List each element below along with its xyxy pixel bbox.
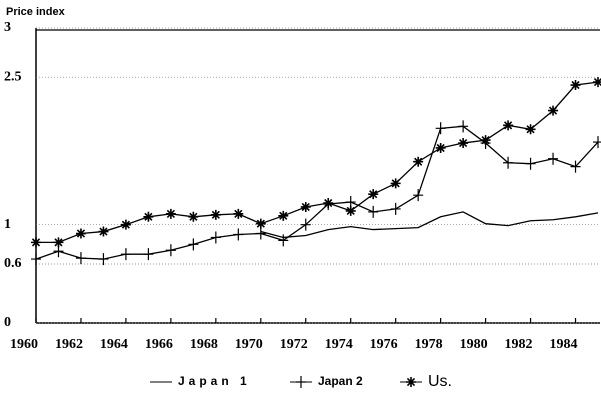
marker (458, 120, 469, 133)
marker (31, 237, 41, 248)
marker (548, 105, 559, 116)
marker (98, 226, 109, 237)
marker (278, 234, 289, 247)
marker (503, 156, 514, 169)
marker (570, 80, 581, 91)
x-tick-label: 1972 (280, 337, 308, 352)
marker (368, 189, 379, 200)
marker (503, 120, 514, 131)
marker (188, 211, 199, 222)
marker (525, 124, 536, 135)
y-tick-label: 0 (4, 315, 11, 330)
marker (300, 201, 311, 212)
marker (413, 156, 424, 167)
marker (525, 157, 536, 170)
marker (390, 178, 401, 189)
marker (255, 227, 266, 240)
marker (323, 198, 334, 209)
marker (548, 152, 559, 165)
series-line (36, 81, 599, 244)
marker (143, 248, 154, 261)
marker (75, 228, 86, 239)
marker (233, 228, 244, 241)
x-tick-label: 1960 (10, 337, 38, 352)
marker (210, 231, 221, 244)
series-line (260, 211, 599, 239)
y-tick-label: 1 (4, 217, 11, 232)
marker (390, 202, 401, 215)
legend-marker (406, 377, 416, 387)
marker (255, 218, 266, 229)
x-tick-label: 1962 (55, 337, 83, 352)
marker (165, 208, 176, 219)
legend-label: Us. (428, 373, 452, 390)
marker (593, 136, 601, 149)
x-tick-label: 1968 (190, 337, 218, 352)
marker (435, 122, 446, 135)
marker (345, 205, 356, 216)
marker (435, 142, 446, 153)
marker (75, 252, 86, 265)
x-tick-label: 1978 (415, 337, 443, 352)
marker (210, 209, 221, 220)
marker (120, 248, 131, 261)
marker (278, 210, 289, 221)
marker (368, 205, 379, 218)
marker (233, 208, 244, 219)
marker (188, 238, 199, 251)
marker (53, 237, 64, 248)
legend-marker (296, 376, 306, 388)
marker (593, 77, 601, 88)
legend-label: Japan 1 (178, 374, 251, 388)
marker (120, 219, 131, 230)
y-tick-label: 0.6 (4, 256, 22, 271)
marker (413, 189, 424, 202)
y-axis-label: Price index (6, 6, 66, 18)
marker (143, 211, 154, 222)
x-tick-label: 1970 (235, 337, 263, 352)
marker (98, 253, 109, 266)
x-tick-label: 1984 (550, 337, 578, 352)
marker (31, 253, 41, 266)
legend-label: Japan 2 (318, 374, 363, 388)
marker (570, 160, 581, 173)
y-tick-label: 2.5 (4, 69, 22, 84)
x-tick-label: 1976 (370, 337, 398, 352)
marker (480, 135, 491, 146)
marker (165, 244, 176, 257)
x-tick-label: 1980 (460, 337, 488, 352)
y-tick-label: 3 (4, 20, 11, 35)
marker (458, 138, 469, 149)
x-tick-label: 1974 (325, 337, 353, 352)
x-tick-label: 1982 (505, 337, 533, 352)
x-tick-label: 1964 (100, 337, 128, 352)
series-line (35, 125, 599, 260)
marker (300, 218, 311, 231)
x-tick-label: 1966 (145, 337, 173, 352)
